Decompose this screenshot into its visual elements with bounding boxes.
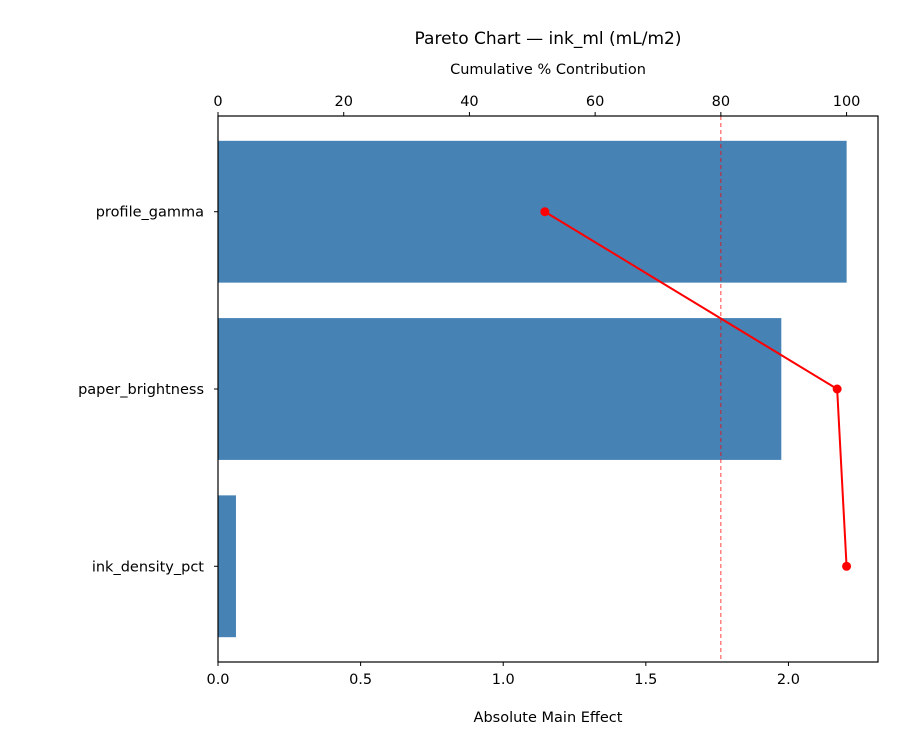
x2-tick-label: 0 — [213, 94, 222, 110]
x2-tick-label: 80 — [712, 94, 730, 110]
cumulative-point — [842, 561, 852, 571]
chart-title: Pareto Chart — ink_ml (mL/m2) — [415, 29, 682, 49]
bottom-axis-label: Absolute Main Effect — [474, 710, 623, 726]
x2-tick-label: 40 — [460, 94, 478, 110]
bar-ink_density_pct — [218, 495, 236, 638]
cumulative-point — [832, 384, 842, 394]
x2-tick-label: 20 — [334, 94, 352, 110]
x2-tick-label: 100 — [833, 94, 861, 110]
y-tick-label: profile_gamma — [96, 205, 204, 221]
plot-frame — [217, 115, 879, 663]
y-tick-label: ink_density_pct — [92, 559, 204, 575]
bar-paper_brightness — [218, 318, 782, 460]
x-tick-label: 0.0 — [206, 672, 229, 688]
y-tick-label: paper_brightness — [78, 382, 204, 398]
x-tick-label: 2.0 — [777, 672, 800, 688]
bar-profile_gamma — [218, 140, 847, 283]
cumulative-point — [540, 207, 550, 217]
x-tick-label: 1.0 — [492, 672, 515, 688]
x-tick-label: 0.5 — [349, 672, 372, 688]
x2-tick-label: 60 — [586, 94, 604, 110]
top-axis-label: Cumulative % Contribution — [450, 62, 646, 78]
x-tick-label: 1.5 — [634, 672, 657, 688]
